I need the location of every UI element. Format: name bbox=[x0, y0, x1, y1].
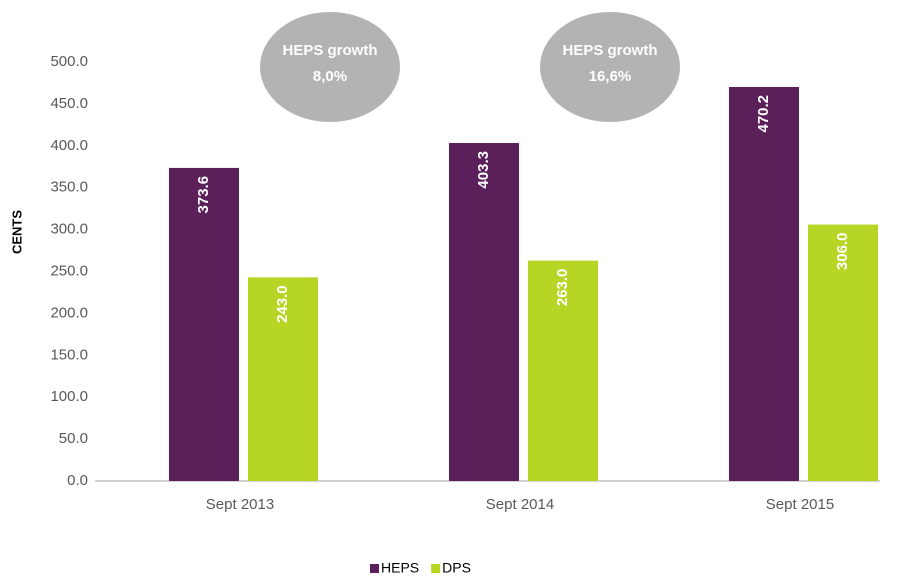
value-label: 403.3 bbox=[475, 151, 492, 189]
y-tick-label: 0.0 bbox=[67, 472, 88, 489]
bar bbox=[248, 277, 318, 481]
y-axis-label: CENTS bbox=[9, 210, 24, 254]
legend-label: HEPS bbox=[381, 560, 419, 576]
y-tick-label: 450.0 bbox=[50, 95, 88, 112]
value-label: 373.6 bbox=[195, 176, 212, 214]
value-label: 263.0 bbox=[554, 269, 571, 307]
annotation-title: HEPS growth bbox=[562, 42, 657, 59]
x-tick-label: Sept 2013 bbox=[206, 496, 274, 513]
value-label: 306.0 bbox=[834, 233, 851, 271]
y-tick-label: 100.0 bbox=[50, 388, 88, 405]
y-tick-label: 250.0 bbox=[50, 262, 88, 279]
value-label: 470.2 bbox=[755, 95, 772, 133]
legend-swatch bbox=[431, 564, 441, 573]
y-tick-label: 350.0 bbox=[50, 179, 88, 196]
value-label: 243.0 bbox=[274, 285, 291, 323]
annotation-label: 16,6% bbox=[589, 68, 632, 85]
bar bbox=[169, 167, 239, 481]
annotation-title: HEPS growth bbox=[282, 42, 377, 59]
legend-label: DPS bbox=[442, 560, 471, 576]
y-tick-label: 400.0 bbox=[50, 137, 88, 154]
y-tick-label: 150.0 bbox=[50, 346, 88, 363]
bar bbox=[528, 260, 598, 481]
annotation-label: 8,0% bbox=[313, 68, 347, 85]
bar bbox=[808, 224, 878, 481]
y-tick-label: 50.0 bbox=[59, 430, 88, 447]
x-tick-label: Sept 2015 bbox=[766, 496, 834, 513]
bar bbox=[729, 86, 799, 481]
annotation-bubble bbox=[540, 12, 680, 122]
y-tick-label: 200.0 bbox=[50, 304, 88, 321]
legend-swatch bbox=[370, 564, 379, 573]
x-tick-label: Sept 2014 bbox=[486, 496, 554, 513]
y-tick-label: 300.0 bbox=[50, 221, 88, 238]
annotation-bubble bbox=[260, 12, 400, 122]
bar bbox=[449, 143, 519, 481]
y-tick-label: 500.0 bbox=[50, 53, 88, 70]
